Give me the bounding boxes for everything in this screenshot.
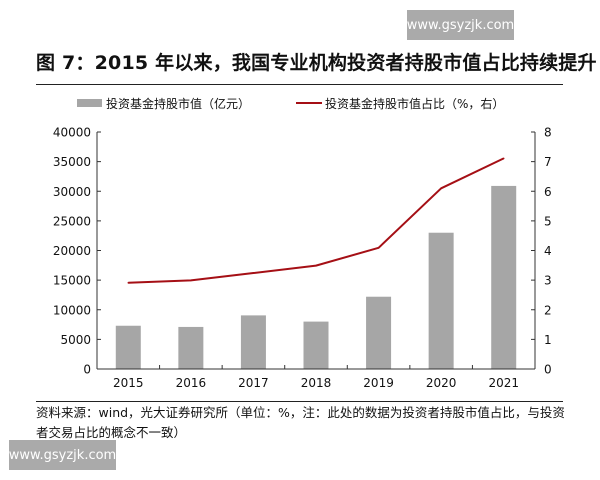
x-tick-label: 2016	[176, 376, 207, 390]
left-tick-label: 30000	[53, 185, 91, 199]
chart-title: 图 7：2015 年以来，我国专业机构投资者持股市值占比持续提升	[36, 52, 597, 74]
bar-2016	[178, 326, 204, 369]
ratio-point-2018	[315, 264, 317, 267]
x-tick-label: 2015	[113, 376, 144, 390]
right-tick-label: 0	[544, 363, 552, 377]
right-tick-label: 3	[544, 274, 552, 288]
left-tick-label: 25000	[53, 214, 91, 228]
left-tick-label: 40000	[53, 126, 91, 140]
chart-svg: 投资基金持股市值（亿元） 投资基金持股市值占比（%，右）0500010000150…	[53, 96, 552, 390]
right-tick-label: 7	[544, 155, 552, 169]
left-tick-label: 15000	[53, 274, 91, 288]
left-tick-label: 10000	[53, 303, 91, 317]
title-divider	[36, 84, 563, 85]
left-tick-label: 0	[83, 363, 91, 377]
x-tick-label: 2020	[426, 376, 457, 390]
right-tick-label: 8	[544, 126, 552, 140]
right-tick-label: 1	[544, 333, 552, 347]
left-tick-label: 5000	[60, 333, 91, 347]
legend-bar-label: 投资基金持股市值（亿元）	[106, 96, 250, 111]
legend-bar-swatch	[77, 99, 102, 107]
legend-line-label: 投资基金持股市值占比（%，右）	[325, 96, 504, 111]
watermark: www.gsyzjk.com	[9, 440, 116, 470]
ratio-point-2017	[252, 272, 255, 274]
ratio-point-2021	[502, 157, 505, 160]
ratio-point-2019	[377, 247, 380, 249]
bar-2020	[428, 232, 454, 369]
watermark: www.gsyzjk.com	[407, 10, 514, 40]
right-tick-label: 6	[544, 185, 552, 199]
bar-2017	[240, 315, 266, 369]
bar-2015	[115, 325, 141, 369]
x-tick-label: 2018	[301, 376, 332, 390]
right-tick-label: 5	[544, 214, 552, 228]
bar-2018	[303, 321, 329, 369]
left-tick-label: 20000	[53, 244, 91, 258]
right-tick-label: 4	[544, 244, 552, 258]
bar-2021	[491, 185, 517, 369]
footer-divider	[36, 401, 563, 402]
ratio-point-2020	[440, 187, 442, 190]
x-tick-label: 2019	[363, 376, 394, 390]
left-tick-label: 35000	[53, 155, 91, 169]
right-tick-label: 2	[544, 303, 552, 317]
bar-2019	[366, 296, 392, 369]
ratio-point-2015	[127, 281, 130, 284]
source-note: 资料来源：wind，光大证券研究所（单位：%，注：此处的数据为投资者持股市值占比…	[36, 405, 565, 440]
x-tick-label: 2017	[238, 376, 269, 390]
ratio-point-2016	[190, 279, 192, 282]
x-tick-label: 2021	[488, 376, 519, 390]
